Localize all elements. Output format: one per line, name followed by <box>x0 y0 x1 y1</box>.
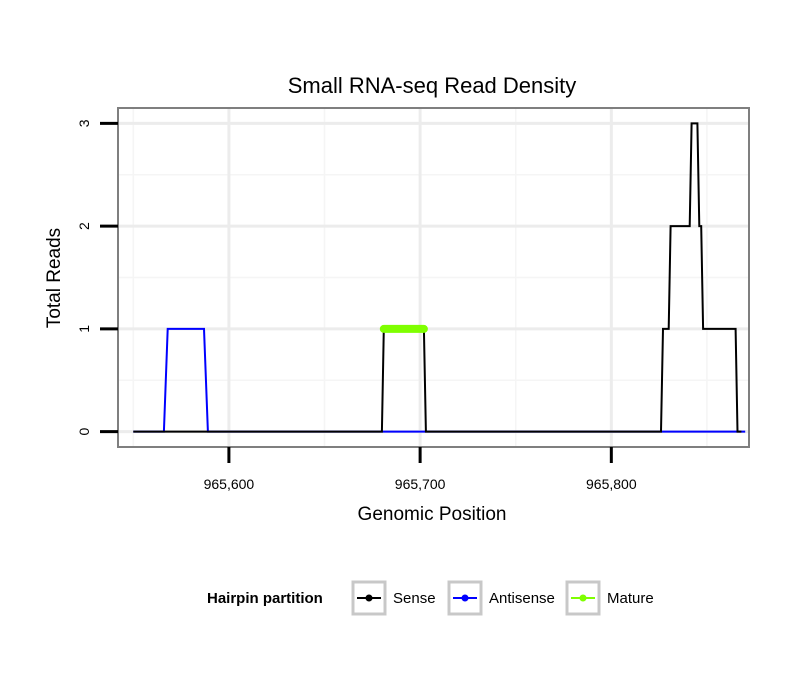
y-tick-label: 1 <box>76 325 92 333</box>
grid <box>118 108 749 447</box>
legend-item-antisense: Antisense <box>447 580 555 616</box>
legend-label-antisense: Antisense <box>489 590 555 607</box>
legend-dot-sense <box>365 594 373 602</box>
legend-title: Hairpin partition <box>207 590 323 607</box>
chart-title: Small RNA-seq Read Density <box>288 73 577 98</box>
plot-panel-border <box>117 107 750 448</box>
x-axis-title: Genomic Position <box>358 504 507 525</box>
legend-item-mature: Mature <box>565 580 654 616</box>
y-axis: 0 1 2 3 <box>76 119 118 435</box>
x-tick-label: 965,700 <box>395 476 446 492</box>
y-tick-label: 3 <box>76 119 92 127</box>
legend-item-sense: Sense <box>351 580 436 616</box>
legend-dot-mature <box>579 594 587 602</box>
x-tick-label: 965,800 <box>586 476 637 492</box>
y-tick-label: 2 <box>76 222 92 230</box>
legend-label-mature: Mature <box>607 590 654 607</box>
legend: Hairpin partition Sense Antisense Mature <box>207 580 654 616</box>
x-tick-label: 965,600 <box>204 476 255 492</box>
legend-label-sense: Sense <box>393 590 436 607</box>
y-axis-title: Total Reads <box>44 228 65 328</box>
x-axis: 965,600 965,700 965,800 <box>204 447 637 492</box>
legend-dot-antisense <box>461 594 469 602</box>
series-layer <box>133 122 746 433</box>
y-tick-label: 0 <box>76 427 92 435</box>
